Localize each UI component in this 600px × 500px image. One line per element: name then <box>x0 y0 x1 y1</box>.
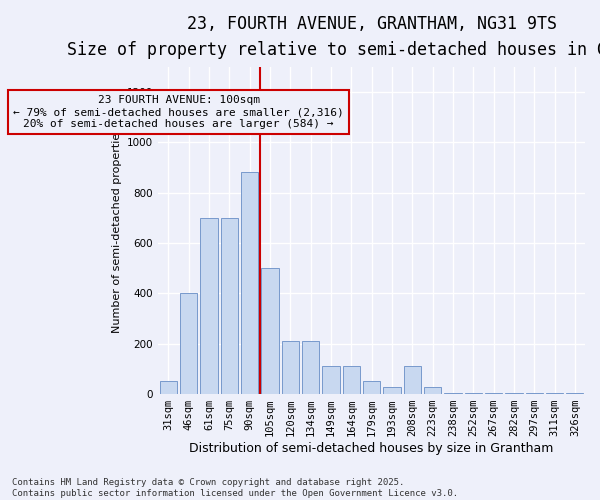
Text: Contains HM Land Registry data © Crown copyright and database right 2025.
Contai: Contains HM Land Registry data © Crown c… <box>12 478 458 498</box>
Bar <box>221 218 238 394</box>
Bar <box>404 366 421 394</box>
Bar <box>322 366 340 394</box>
Bar <box>383 386 401 394</box>
Bar <box>363 382 380 394</box>
Bar <box>485 393 502 394</box>
Bar <box>464 393 482 394</box>
Bar <box>546 393 563 394</box>
Y-axis label: Number of semi-detached properties: Number of semi-detached properties <box>112 128 122 334</box>
Bar <box>281 341 299 394</box>
Bar <box>200 218 218 394</box>
Text: 23 FOURTH AVENUE: 100sqm
← 79% of semi-detached houses are smaller (2,316)
20% o: 23 FOURTH AVENUE: 100sqm ← 79% of semi-d… <box>13 96 344 128</box>
Bar <box>424 386 441 394</box>
Bar <box>241 172 259 394</box>
Title: 23, FOURTH AVENUE, GRANTHAM, NG31 9TS
Size of property relative to semi-detached: 23, FOURTH AVENUE, GRANTHAM, NG31 9TS Si… <box>67 15 600 60</box>
Bar <box>526 393 543 394</box>
Bar <box>566 393 583 394</box>
Bar <box>262 268 278 394</box>
Bar <box>180 294 197 394</box>
Bar <box>160 382 177 394</box>
Bar <box>505 393 523 394</box>
Bar <box>302 341 319 394</box>
Bar <box>343 366 360 394</box>
X-axis label: Distribution of semi-detached houses by size in Grantham: Distribution of semi-detached houses by … <box>190 442 554 455</box>
Bar <box>444 393 461 394</box>
